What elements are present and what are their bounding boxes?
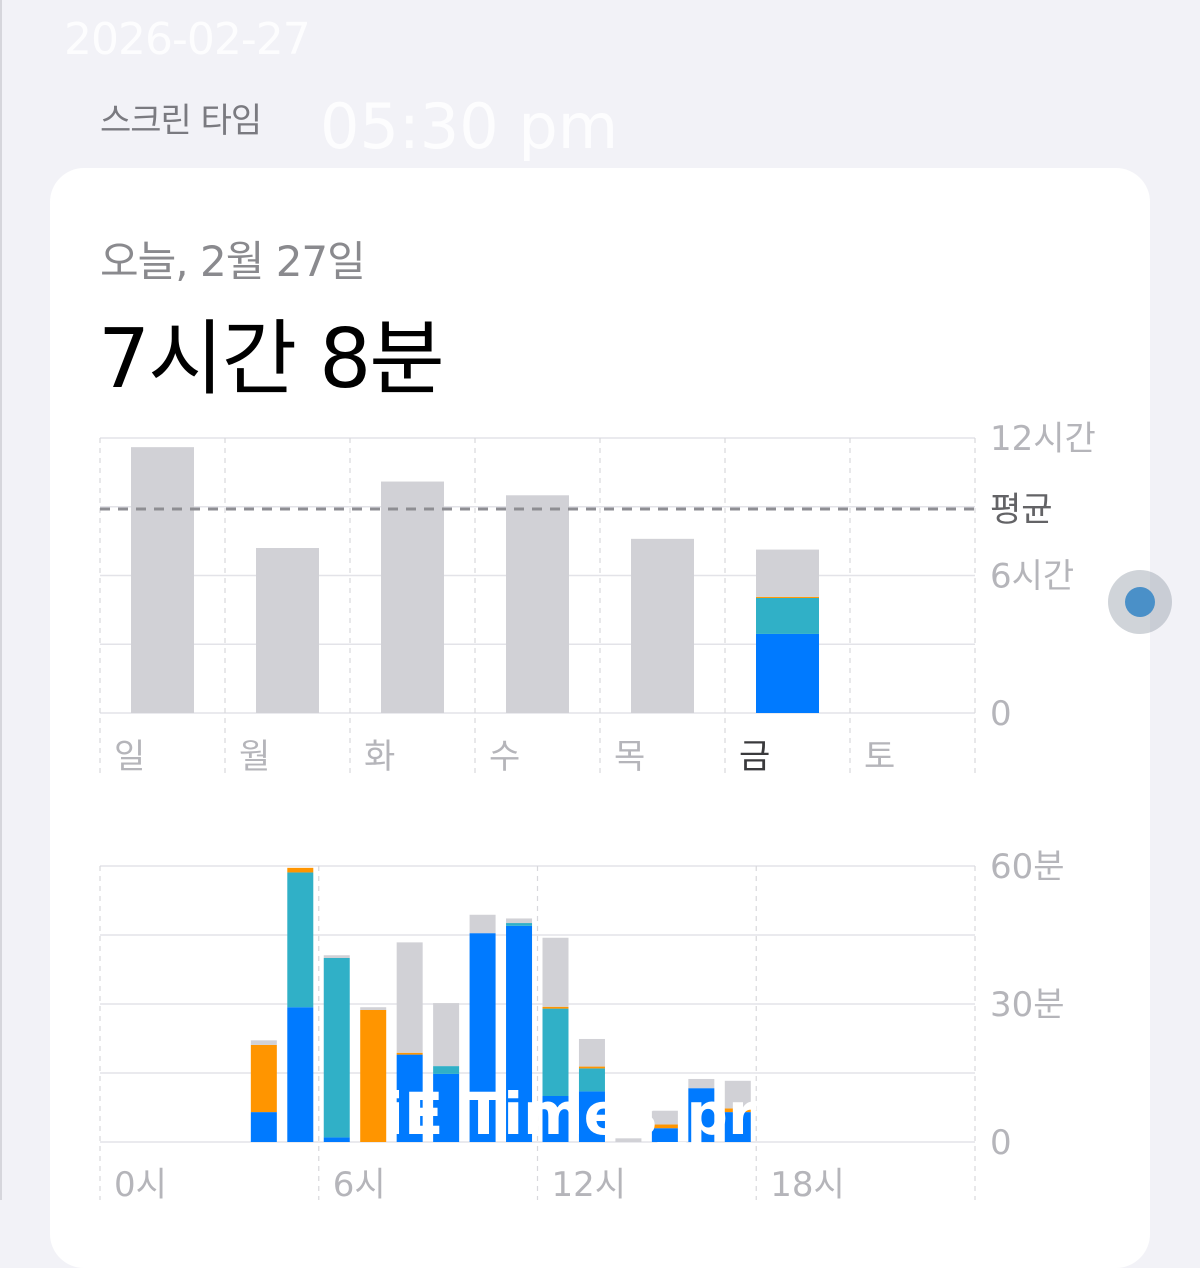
bar-segment — [756, 633, 819, 713]
bar-segment — [688, 1078, 715, 1089]
y-tick-label: 6시간 — [990, 557, 1074, 597]
y-tick-label: 30분 — [990, 985, 1065, 1025]
page-title: 스크린 타임 — [100, 101, 262, 141]
x-tick-label: 목 — [614, 737, 645, 777]
y-tick-label: 0 — [990, 694, 1012, 734]
bar-segment — [433, 1073, 460, 1142]
bar-segment — [756, 549, 819, 597]
bar-segment — [615, 1138, 642, 1142]
summary-total: 7시간 8분 — [98, 312, 445, 407]
bar-segment — [756, 597, 819, 634]
bar-segment — [542, 1008, 569, 1096]
bar-segment — [506, 918, 533, 924]
y-tick-label: 12시간 — [990, 419, 1096, 459]
bar-segment — [287, 867, 314, 873]
x-tick-label: 12시 — [552, 1165, 627, 1200]
bar-segment — [396, 1054, 423, 1142]
x-tick-label: 금 — [739, 737, 770, 777]
bar-segment — [323, 958, 350, 1138]
bar-segment — [651, 1124, 678, 1129]
bar-segment — [542, 1006, 569, 1009]
x-tick-label: 화 — [364, 737, 395, 777]
bar-segment — [724, 1108, 751, 1113]
bar-segment — [724, 1112, 751, 1142]
bar-segment — [360, 1009, 387, 1142]
bar-segment — [323, 955, 350, 958]
y-tick-label: 평균 — [990, 490, 1053, 530]
x-tick-label: 6시 — [333, 1165, 386, 1200]
dot-icon — [1125, 587, 1155, 617]
assistive-touch-button[interactable] — [1108, 570, 1172, 634]
bar-segment — [287, 872, 314, 1008]
bar-segment — [756, 596, 819, 598]
timestamp-time: 05:30 pm — [320, 90, 619, 163]
timestamp-date: 2026-02-27 — [64, 14, 311, 65]
bar-segment — [578, 1066, 605, 1069]
bar-segment — [433, 1066, 460, 1074]
bar-segment — [360, 1007, 387, 1010]
bar-segment — [396, 1052, 423, 1055]
bar-segment — [506, 495, 569, 713]
bar-segment — [287, 1007, 314, 1142]
bar-segment — [250, 1112, 277, 1142]
bar-segment — [631, 538, 694, 713]
bar-segment — [578, 1068, 605, 1092]
bar-segment — [724, 1080, 751, 1109]
bar-segment — [381, 481, 444, 713]
bar-segment — [688, 1088, 715, 1142]
x-tick-label: 토 — [864, 737, 895, 777]
bar-segment — [433, 1003, 460, 1067]
y-tick-label: 0 — [990, 1123, 1012, 1163]
x-tick-label: 18시 — [770, 1165, 845, 1200]
x-tick-label: 일 — [114, 737, 145, 777]
summary-date: 오늘, 2월 27일 — [100, 237, 366, 286]
bar-segment — [396, 942, 423, 1053]
bar-segment — [469, 914, 496, 934]
bar-segment — [250, 1040, 277, 1045]
bar-segment — [323, 1137, 350, 1142]
watermark: iE Times_preview — [384, 1080, 758, 1144]
x-tick-label: 0시 — [114, 1165, 167, 1200]
window-edge — [0, 0, 2, 1200]
bar-segment — [651, 1128, 678, 1142]
x-tick-label: 월 — [239, 737, 270, 777]
y-tick-label: 60분 — [990, 847, 1065, 887]
bar-segment — [131, 447, 194, 713]
bar-segment — [542, 1096, 569, 1142]
bar-segment — [651, 1110, 678, 1125]
bar-segment — [506, 925, 533, 1142]
bar-segment — [469, 933, 496, 1142]
x-tick-label: 수 — [489, 737, 520, 777]
bar-segment — [506, 923, 533, 926]
bar-segment — [250, 1044, 277, 1113]
bar-segment — [542, 937, 569, 1007]
bar-segment — [578, 1091, 605, 1142]
bar-segment — [578, 1038, 605, 1067]
bar-segment — [256, 548, 319, 713]
